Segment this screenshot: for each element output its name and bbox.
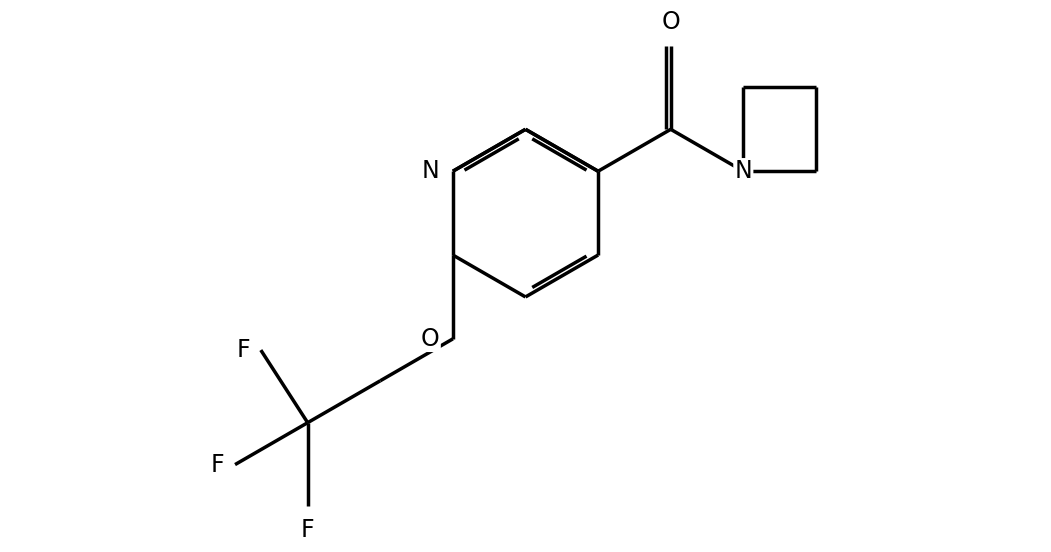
- Text: O: O: [661, 10, 680, 34]
- Text: F: F: [211, 453, 225, 476]
- Text: N: N: [421, 159, 439, 183]
- Text: N: N: [735, 159, 753, 183]
- Text: F: F: [301, 518, 314, 542]
- Text: O: O: [420, 327, 439, 351]
- Text: F: F: [236, 338, 250, 362]
